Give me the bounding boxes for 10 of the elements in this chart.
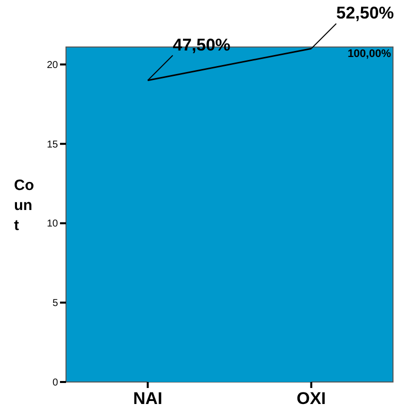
y-tick-label: 15 [46, 139, 58, 150]
y-tick-label: 5 [52, 298, 58, 310]
x-tick-label: OXI [296, 389, 326, 408]
y-axis-title: Count [14, 177, 34, 234]
y-tick-label: 10 [46, 218, 58, 230]
annotation: 100,00% [348, 48, 392, 60]
annotation: 52,50% [336, 4, 394, 23]
y-tick-label: 0 [52, 378, 58, 388]
x-tick-label: NAI [133, 389, 162, 408]
y-tick-label: 20 [46, 60, 58, 71]
